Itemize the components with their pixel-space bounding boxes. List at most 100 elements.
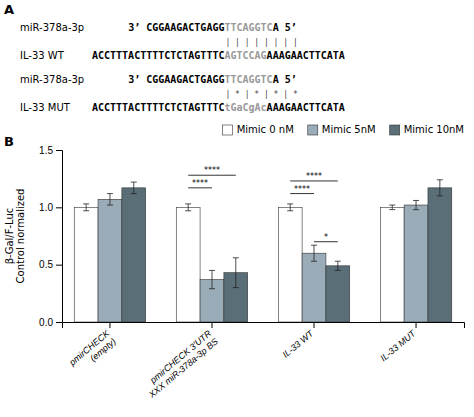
sequence-label: IL-33 MUT	[20, 102, 71, 113]
error-bar	[83, 204, 89, 211]
y-tick: 1.5	[39, 145, 62, 156]
tick-mark	[314, 322, 315, 328]
error-bar-cap	[209, 270, 215, 271]
error-bar-cap	[335, 261, 341, 262]
bar	[380, 207, 404, 322]
binding-marks: | | | | | | | |	[225, 38, 297, 47]
x-tick-label-line: IL-33 MUT	[378, 327, 418, 363]
error-bar-cap	[233, 257, 239, 258]
significance-label: ****	[204, 166, 220, 175]
significance: *****************	[188, 166, 338, 242]
error-bar-cap	[413, 200, 419, 201]
bar	[98, 199, 122, 322]
sequence-segment: AGTCCAG	[224, 50, 266, 61]
error-bar-cap	[389, 205, 395, 206]
significance-label: ****	[192, 179, 208, 188]
axis-line	[63, 323, 465, 329]
error-bar-stem	[392, 205, 393, 210]
chart: AmiR-378a-3p3’ CGGAAGACTGAGGTTCAGGTCA 5’…	[0, 0, 474, 417]
tick-mark	[416, 322, 417, 328]
error-bars	[107, 194, 419, 289]
error-bar-cap	[311, 245, 317, 246]
y-tick-label: 0.0	[39, 317, 53, 328]
x-tick-label: pmirCHECK 3'UTRXXX miR-378a-3p BS	[139, 328, 220, 400]
error-bar-stem	[188, 204, 189, 211]
error-bar-cap	[185, 210, 191, 211]
error-bar-cap	[287, 203, 293, 204]
y-tick: 1.0	[39, 202, 62, 213]
error-bar	[233, 258, 239, 288]
x-tick: IL-33 MUT	[378, 322, 418, 363]
legend-item: Mimic 0 nM	[223, 124, 294, 135]
legend-swatch	[223, 125, 233, 135]
sequence-segment: A 5’	[273, 74, 297, 85]
legend-item: Mimic 10nM	[390, 124, 464, 135]
error-bar-cap	[287, 210, 293, 211]
error-bar	[287, 204, 293, 211]
error-bar-cap	[83, 203, 89, 204]
significance-label: ****	[294, 185, 310, 194]
bar	[74, 207, 98, 322]
y-axis: 0.0 0.5 1.0 1.5	[39, 145, 62, 328]
error-bar-cap	[107, 205, 113, 206]
tick-mark	[56, 207, 62, 208]
bar	[428, 188, 452, 322]
sequence-segment: 3’ CGGAAGACTGAGG	[128, 22, 224, 33]
significance-label: *	[324, 233, 328, 242]
sequence-segment: ACCTTTACTTTTCTCTAGTTTC	[92, 50, 224, 61]
sequence-segment: ACCTTTACTTTTCTCTAGTTTC	[92, 102, 224, 113]
bar	[302, 253, 326, 322]
y-tick-label: 1.0	[39, 202, 53, 213]
error-bar-cap	[413, 209, 419, 210]
y-axis-title-line: Control normalized	[15, 189, 26, 284]
error-bar-cap	[107, 193, 113, 194]
error-bar-stem	[337, 261, 338, 270]
error-bar	[389, 205, 395, 210]
error-bar-cap	[233, 287, 239, 288]
x-axis: pmirCHECK(empty) pmirCHECK 3'UTRXXX miR-3…	[63, 322, 465, 400]
sequence-segment: tGaCgAc	[224, 102, 266, 113]
error-bar-cap	[389, 209, 395, 210]
x-tick-label-line: (empty)	[88, 336, 118, 363]
tick-mark	[109, 322, 110, 328]
x-tick-label: pmirCHECK(empty)	[67, 328, 119, 376]
error-bar	[311, 245, 317, 261]
y-axis-title-line: β-Gal/F-Luc	[4, 208, 15, 265]
binding-marks: | * | * | * | *	[225, 90, 297, 99]
error-bar	[437, 180, 443, 196]
significance-label: ****	[306, 172, 322, 181]
x-tick: pmirCHECK(empty)	[67, 322, 119, 376]
sequence-segment: AAAGAACTTCATA	[267, 102, 345, 113]
sequence-label: miR-378a-3p	[20, 74, 84, 85]
bar	[326, 266, 350, 322]
sequence-label: IL-33 WT	[20, 50, 65, 61]
y-tick: 0.5	[39, 259, 62, 270]
bar	[278, 207, 302, 322]
sequence-label: miR-378a-3p	[20, 22, 84, 33]
legend-swatch	[308, 125, 318, 135]
y-tick: 0.0	[39, 317, 62, 328]
axis-line	[56, 151, 63, 323]
sequence-segment: TTCAGGTC	[224, 74, 272, 85]
error-bar	[413, 200, 419, 209]
error-bar-stem	[290, 204, 291, 211]
panel-label: B	[4, 134, 14, 149]
x-tick: pmirCHECK 3'UTRXXX miR-378a-3p BS	[139, 322, 220, 400]
error-bar	[107, 194, 113, 205]
error-bars	[131, 180, 443, 288]
error-bar-stem	[314, 245, 315, 261]
y-axis-title: β-Gal/F-LucControl normalized	[4, 189, 26, 284]
tick-mark	[56, 265, 62, 266]
bar	[404, 205, 428, 322]
error-bar-cap	[311, 261, 317, 262]
sequence-panel: miR-378a-3p3’ CGGAAGACTGAGGTTCAGGTCA 5’|…	[20, 22, 345, 113]
error-bar-cap	[437, 195, 443, 196]
error-bar-cap	[209, 288, 215, 289]
error-bar-stem	[235, 258, 236, 288]
legend-item: Mimic 5nM	[308, 124, 376, 135]
sequence-segment: 3’ CGGAAGACTGAGG	[128, 74, 224, 85]
bar-series	[122, 188, 452, 322]
legend-label: Mimic 0 nM	[237, 124, 294, 135]
sequence-segment: TTCAGGTC	[224, 22, 272, 33]
error-bar-cap	[185, 203, 191, 204]
